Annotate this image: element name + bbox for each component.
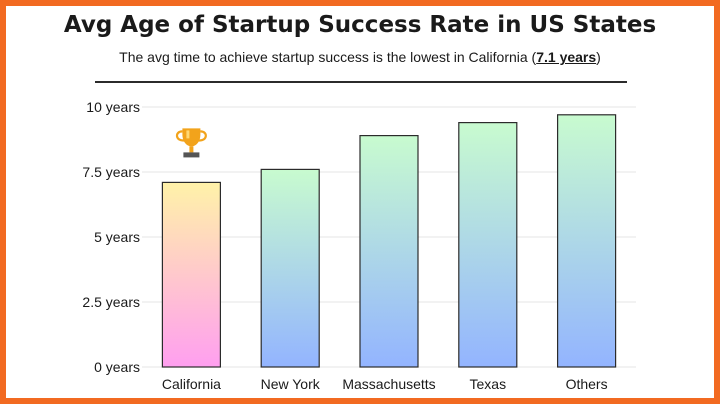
x-tick-label: California xyxy=(162,376,221,392)
bar-others xyxy=(556,114,617,368)
bar-new-york xyxy=(260,168,320,368)
trophy-left-handle xyxy=(175,130,185,142)
y-tick-label: 2.5 years xyxy=(82,294,140,310)
title-divider xyxy=(95,81,627,83)
trophy-shine xyxy=(186,130,190,139)
trophy-icon xyxy=(175,128,207,158)
subtitle-highlight: 7.1 years xyxy=(536,49,597,65)
trophy-right-handle xyxy=(198,130,207,142)
subtitle-prefix: The avg time to achieve startup success … xyxy=(119,49,537,65)
y-tick-label: 0 years xyxy=(94,359,140,375)
x-tick-label: New York xyxy=(261,376,321,392)
x-tick-label: Massachusetts xyxy=(342,376,435,392)
y-tick-label: 5 years xyxy=(94,229,140,245)
bar-massachusetts xyxy=(359,135,419,368)
trophy-cup xyxy=(182,128,201,147)
x-tick-label: Others xyxy=(566,376,608,392)
subtitle-suffix: ) xyxy=(596,49,601,65)
bar-california xyxy=(161,181,221,368)
chart-title: Avg Age of Startup Success Rate in US St… xyxy=(63,12,657,38)
y-tick-label: 7.5 years xyxy=(82,164,140,180)
bar-layer xyxy=(161,114,617,368)
trophy-base xyxy=(183,152,200,158)
chart-card: Avg Age of Startup Success Rate in US St… xyxy=(6,6,714,398)
y-tick-label: 10 years xyxy=(86,99,140,115)
bar-texas xyxy=(458,121,518,368)
x-tick-label: Texas xyxy=(470,376,507,392)
bar-chart: 0 years 2.5 years 5 years 7.5 years 10 years… xyxy=(82,99,636,392)
label-layer: 0 years 2.5 years 5 years 7.5 years 10 years… xyxy=(82,99,607,392)
chart-subtitle: The avg time to achieve startup success … xyxy=(6,49,714,65)
trophy-stem xyxy=(189,146,194,153)
